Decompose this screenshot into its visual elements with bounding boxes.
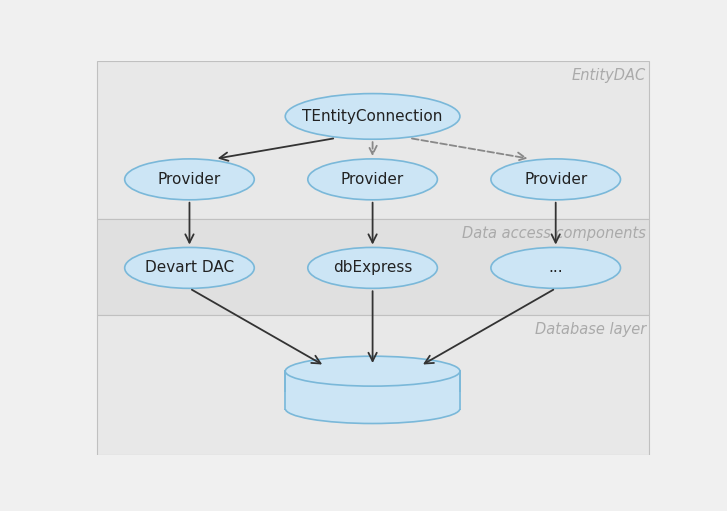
Text: TEntityConnection: TEntityConnection: [302, 109, 443, 124]
Text: Provider: Provider: [158, 172, 221, 187]
Text: ...: ...: [548, 261, 563, 275]
Ellipse shape: [308, 247, 438, 288]
Ellipse shape: [308, 159, 438, 200]
Text: EntityDAC: EntityDAC: [571, 68, 646, 83]
Bar: [284, 391, 461, 409]
Ellipse shape: [125, 247, 254, 288]
Ellipse shape: [491, 159, 621, 200]
Text: Provider: Provider: [341, 172, 404, 187]
Text: Data access components: Data access components: [462, 226, 646, 241]
Ellipse shape: [125, 159, 254, 200]
Bar: [97, 315, 648, 455]
Ellipse shape: [285, 393, 460, 424]
Text: Devart DAC: Devart DAC: [145, 261, 234, 275]
Ellipse shape: [285, 94, 460, 139]
Text: Database layer: Database layer: [534, 322, 646, 337]
Text: Provider: Provider: [524, 172, 587, 187]
Ellipse shape: [285, 356, 460, 386]
Ellipse shape: [491, 247, 621, 288]
Text: dbExpress: dbExpress: [333, 261, 412, 275]
Bar: [97, 61, 648, 219]
Bar: [97, 219, 648, 315]
Bar: [285, 371, 460, 409]
